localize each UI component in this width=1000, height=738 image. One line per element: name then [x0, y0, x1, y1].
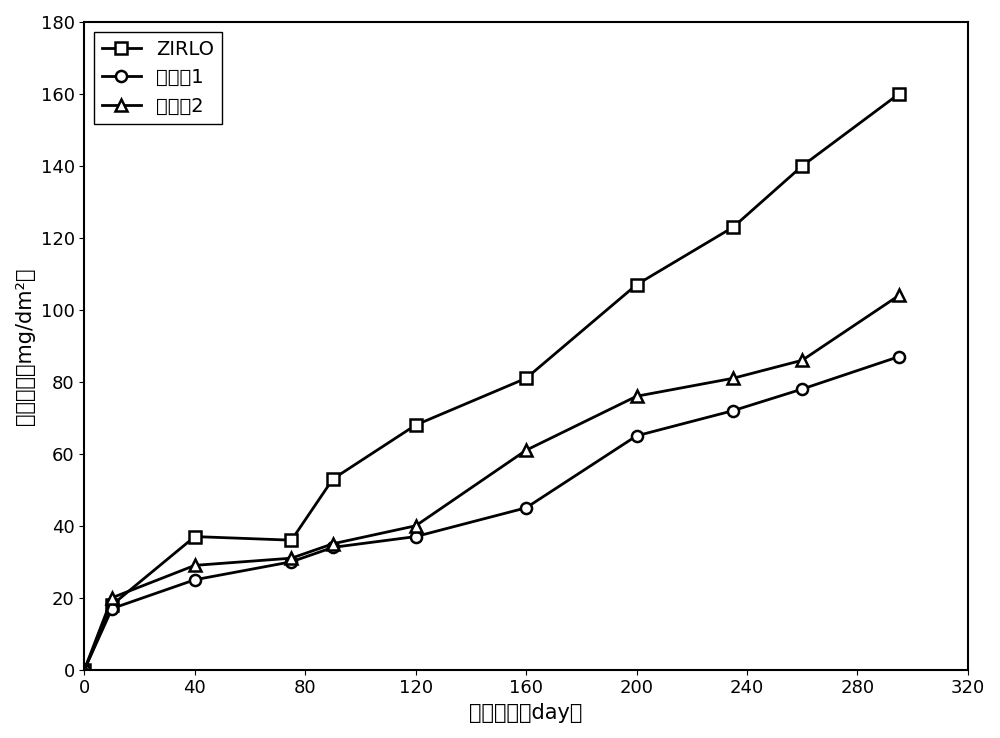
- ZIRLO: [727, 223, 739, 232]
- 实施例1: [520, 503, 532, 512]
- 实施例1: [796, 384, 808, 393]
- 实施例1: [285, 557, 297, 566]
- 实施例2: [520, 446, 532, 455]
- 实施例2: [327, 539, 339, 548]
- 实施例2: [285, 554, 297, 562]
- 实施例2: [796, 356, 808, 365]
- 实施例1: [631, 432, 643, 441]
- 实施例1: [893, 352, 905, 361]
- 实施例2: [106, 593, 118, 602]
- X-axis label: 腐蚀时间（day）: 腐蚀时间（day）: [469, 703, 583, 723]
- 实施例2: [189, 561, 201, 570]
- ZIRLO: [327, 475, 339, 483]
- 实施例1: [410, 532, 422, 541]
- ZIRLO: [410, 421, 422, 430]
- ZIRLO: [520, 374, 532, 383]
- 实施例1: [727, 406, 739, 415]
- 实施例1: [189, 576, 201, 584]
- 实施例2: [631, 392, 643, 401]
- Y-axis label: 腐蚀增重（mg/dm²）: 腐蚀增重（mg/dm²）: [15, 267, 35, 424]
- Line: ZIRLO: ZIRLO: [79, 89, 904, 675]
- 实施例2: [727, 374, 739, 383]
- ZIRLO: [285, 536, 297, 545]
- ZIRLO: [189, 532, 201, 541]
- Legend: ZIRLO, 实施例1, 实施例2: ZIRLO, 实施例1, 实施例2: [94, 32, 222, 124]
- ZIRLO: [78, 665, 90, 674]
- ZIRLO: [631, 280, 643, 289]
- 实施例1: [106, 604, 118, 613]
- 实施例1: [78, 665, 90, 674]
- ZIRLO: [796, 162, 808, 170]
- 实施例2: [78, 665, 90, 674]
- 实施例2: [893, 291, 905, 300]
- 实施例1: [327, 543, 339, 552]
- 实施例2: [410, 521, 422, 530]
- Line: 实施例2: 实施例2: [79, 290, 904, 675]
- ZIRLO: [106, 601, 118, 610]
- Line: 实施例1: 实施例1: [79, 351, 904, 675]
- ZIRLO: [893, 89, 905, 98]
